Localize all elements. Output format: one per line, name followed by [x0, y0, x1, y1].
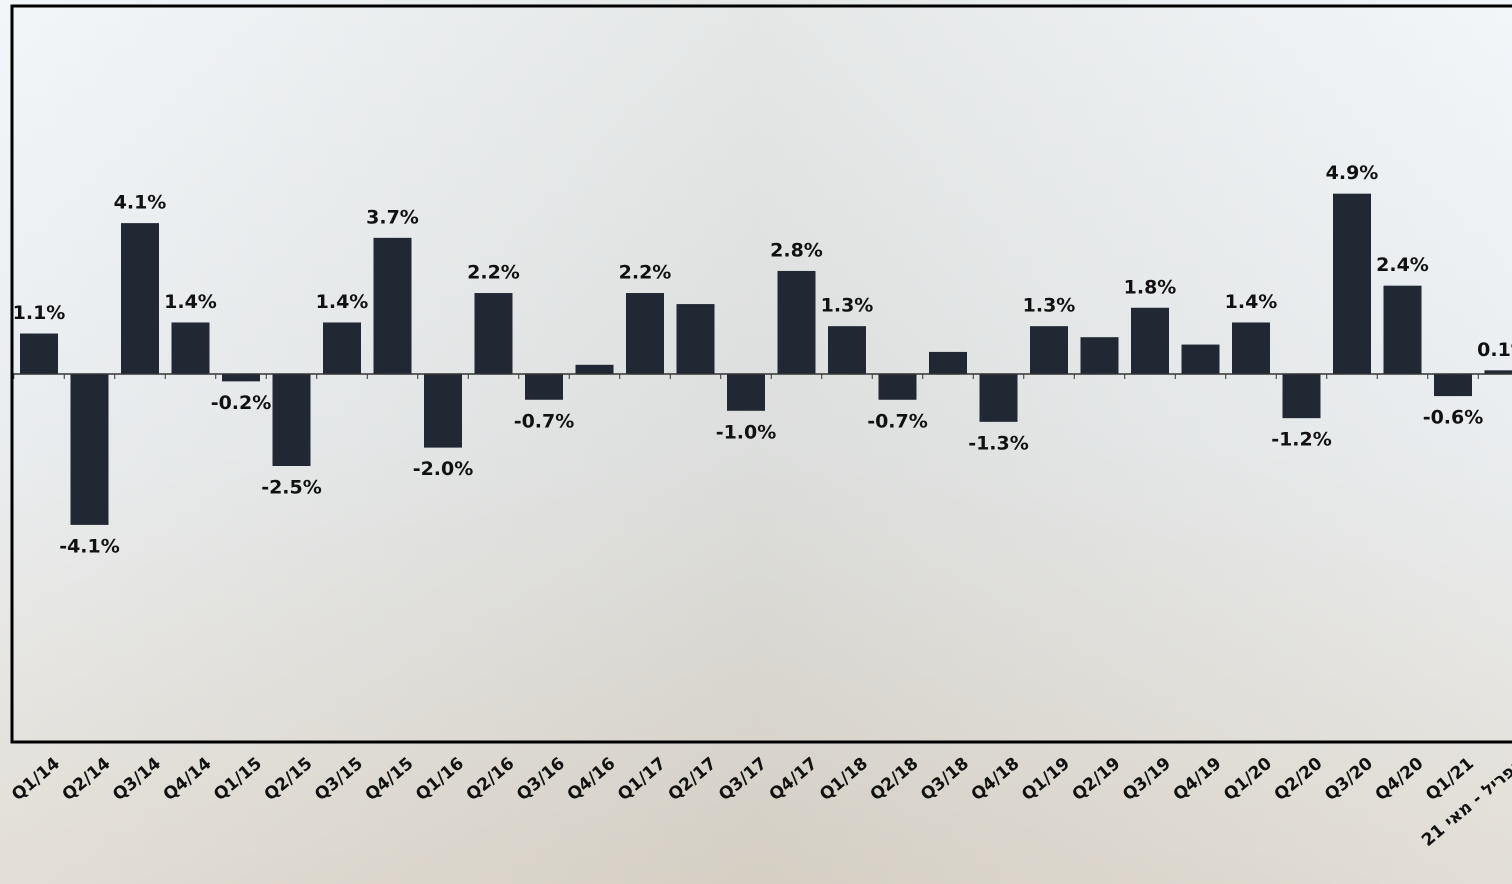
bar: [1384, 286, 1422, 374]
value-label: 1.4%: [316, 291, 369, 313]
value-label: -2.5%: [261, 477, 322, 499]
value-label: 0.1%: [1477, 339, 1512, 361]
value-label: -1.0%: [716, 421, 777, 443]
value-label: 2.8%: [770, 239, 823, 261]
value-label: 4.1%: [114, 192, 167, 214]
bar: [1333, 194, 1371, 374]
value-label: 1.8%: [1124, 276, 1177, 298]
bar: [980, 374, 1018, 422]
value-label: 2.2%: [619, 262, 672, 284]
bar: [778, 271, 816, 374]
value-label: -1.2%: [1271, 429, 1332, 451]
bar: [828, 326, 866, 374]
bar: [1081, 337, 1119, 374]
bar: [273, 374, 311, 466]
bar: [727, 374, 765, 411]
bar: [172, 322, 210, 374]
value-label: -0.6%: [1423, 407, 1484, 429]
bar: [374, 238, 412, 374]
bar: [525, 374, 563, 400]
value-label: 2.2%: [467, 262, 520, 284]
value-label: 1.3%: [821, 295, 874, 317]
bar: [677, 304, 715, 374]
value-label: -2.0%: [413, 458, 474, 480]
value-label: -1.3%: [968, 432, 1029, 454]
value-label: 3.7%: [366, 206, 419, 228]
bar: [20, 334, 58, 374]
chart: 1.1%Q1/14-4.1%Q2/144.1%Q3/141.4%Q4/14-0.…: [0, 0, 1512, 884]
bar: [1030, 326, 1068, 374]
value-label: -0.7%: [867, 410, 928, 432]
value-label: -4.1%: [59, 535, 120, 557]
bar: [222, 374, 260, 381]
page: {"chart_data": {"type": "bar", "categori…: [0, 0, 1512, 884]
value-label: 1.4%: [164, 291, 217, 313]
bar: [475, 293, 513, 374]
bar: [1131, 308, 1169, 374]
value-label: 1.1%: [13, 302, 66, 324]
value-label: 1.3%: [1023, 295, 1076, 317]
bar: [576, 365, 614, 374]
bar: [323, 322, 361, 374]
bar: [626, 293, 664, 374]
bar: [1434, 374, 1472, 396]
value-label: -0.2%: [211, 392, 272, 414]
bar: [1283, 374, 1321, 418]
value-label: 4.9%: [1326, 162, 1379, 184]
bar: [929, 352, 967, 374]
value-label: 2.4%: [1376, 254, 1429, 276]
value-label: 1.4%: [1225, 291, 1278, 313]
bar: [71, 374, 109, 525]
bar: [121, 223, 159, 374]
bar: [1232, 322, 1270, 374]
bar: [879, 374, 917, 400]
value-label: -0.7%: [514, 410, 575, 432]
bar: [424, 374, 462, 448]
bar: [1182, 345, 1220, 374]
